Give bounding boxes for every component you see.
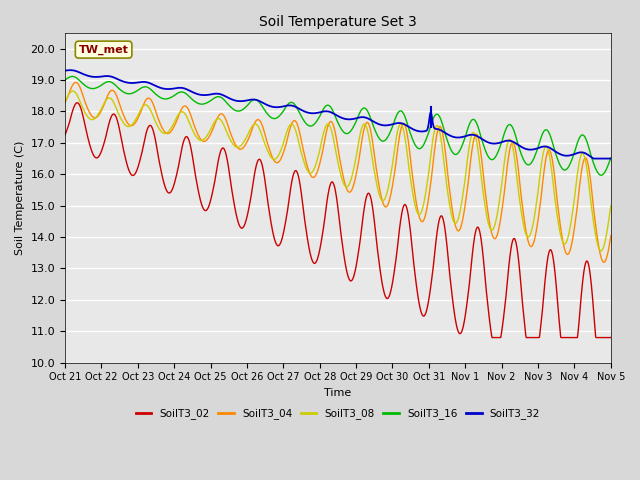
SoilT3_16 (68, 73, 76, 79)
SoilT3_16 (494, 149, 502, 155)
SoilT3_04 (607, 233, 614, 239)
SoilT3_02 (607, 335, 614, 340)
SoilT3_02 (74, 100, 81, 106)
Legend: SoilT3_02, SoilT3_04, SoilT3_08, SoilT3_16, SoilT3_32: SoilT3_02, SoilT3_04, SoilT3_08, SoilT3_… (131, 404, 545, 423)
SoilT3_04 (423, 206, 431, 212)
SoilT3_04 (61, 100, 69, 106)
SoilT3_32 (67, 67, 74, 73)
SoilT3_16 (543, 127, 550, 132)
SoilT3_02 (543, 263, 550, 268)
Text: TW_met: TW_met (79, 45, 129, 55)
X-axis label: Time: Time (324, 388, 351, 398)
Line: SoilT3_32: SoilT3_32 (65, 70, 611, 158)
SoilT3_16 (244, 102, 252, 108)
SoilT3_04 (244, 137, 252, 143)
SoilT3_08 (597, 248, 605, 254)
Title: Soil Temperature Set 3: Soil Temperature Set 3 (259, 15, 417, 29)
SoilT3_02 (170, 183, 177, 189)
SoilT3_16 (170, 93, 177, 99)
Y-axis label: Soil Temperature (C): Soil Temperature (C) (15, 141, 25, 255)
SoilT3_32 (244, 97, 252, 103)
SoilT3_02 (423, 307, 431, 312)
SoilT3_04 (543, 154, 550, 159)
SoilT3_04 (72, 80, 79, 85)
SoilT3_08 (607, 203, 614, 208)
SoilT3_08 (543, 144, 550, 149)
SoilT3_16 (183, 91, 191, 97)
SoilT3_04 (600, 259, 608, 265)
SoilT3_04 (494, 229, 502, 235)
SoilT3_32 (543, 144, 550, 149)
SoilT3_02 (488, 335, 496, 340)
SoilT3_16 (607, 155, 614, 161)
SoilT3_32 (170, 86, 177, 92)
Line: SoilT3_04: SoilT3_04 (65, 83, 611, 262)
SoilT3_16 (61, 77, 69, 83)
SoilT3_32 (61, 68, 69, 73)
SoilT3_02 (183, 134, 191, 140)
Line: SoilT3_02: SoilT3_02 (65, 103, 611, 337)
SoilT3_08 (423, 182, 431, 188)
SoilT3_32 (607, 156, 614, 161)
SoilT3_02 (61, 132, 69, 138)
SoilT3_32 (183, 86, 191, 92)
SoilT3_32 (423, 127, 431, 133)
SoilT3_16 (423, 134, 431, 140)
SoilT3_08 (69, 88, 77, 94)
SoilT3_08 (494, 206, 502, 212)
SoilT3_08 (183, 114, 191, 120)
Line: SoilT3_16: SoilT3_16 (65, 76, 611, 175)
SoilT3_04 (170, 125, 177, 131)
SoilT3_02 (244, 210, 252, 216)
SoilT3_08 (61, 99, 69, 105)
SoilT3_08 (244, 132, 252, 137)
SoilT3_32 (494, 140, 502, 146)
SoilT3_16 (597, 172, 605, 178)
SoilT3_32 (590, 156, 598, 161)
SoilT3_04 (183, 104, 191, 110)
SoilT3_08 (170, 121, 177, 127)
Line: SoilT3_08: SoilT3_08 (65, 91, 611, 251)
SoilT3_02 (495, 335, 502, 340)
